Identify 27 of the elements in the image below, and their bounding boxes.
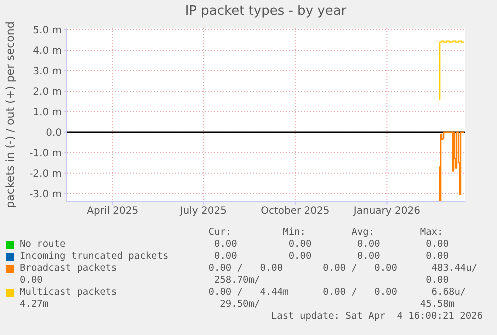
y-tick-label: 0.0 — [46, 128, 62, 139]
text: 0.00 258.70m/ 0.00 — [20, 275, 449, 286]
text: 0.00 / 0.00 0.00 / 0.00 483.44u/ — [208, 263, 478, 274]
text: 0.00 / 4.44m 0.00 / 0.00 6.68u/ — [208, 287, 466, 298]
x-tick-label: April 2025 — [87, 206, 139, 218]
y-tick-label: -1.0 m — [30, 148, 62, 160]
y-tick-label: -3.0 m — [30, 189, 62, 200]
legend-label: Broadcast packets — [20, 263, 118, 274]
text: 0.00 0.00 0.00 0.00 — [213, 239, 449, 250]
text: Cur: Min: Avg: Max: — [208, 227, 444, 238]
y-tick-label: 5.0 m — [33, 26, 62, 37]
y-tick-label: 1.0 m — [33, 107, 62, 118]
y-tick-label: -2.0 m — [30, 168, 62, 180]
chart-title: IP packet types - by year — [184, 4, 348, 19]
text: 4.27m 29.50m/ 45.58m — [20, 299, 455, 310]
x-tick-label: October 2025 — [261, 206, 330, 218]
y-tick-label: 4.0 m — [33, 46, 62, 58]
text: 0.00 0.00 0.00 0.00 — [213, 251, 449, 262]
legend-label: Incoming truncated packets — [20, 251, 170, 262]
legend-label: Multicast packets — [20, 287, 118, 298]
text: Last update: Sat Apr 4 16:00:21 2026 — [271, 311, 483, 322]
y-axis-title: packets in (-) / out (+) per second — [4, 22, 17, 208]
y-tick-label: 3.0 m — [33, 66, 62, 78]
x-tick-label: July 2025 — [179, 206, 227, 218]
x-tick-label: January 2026 — [352, 206, 420, 218]
y-tick-label: 2.0 m — [33, 87, 62, 98]
legend-label: No route — [20, 239, 67, 250]
